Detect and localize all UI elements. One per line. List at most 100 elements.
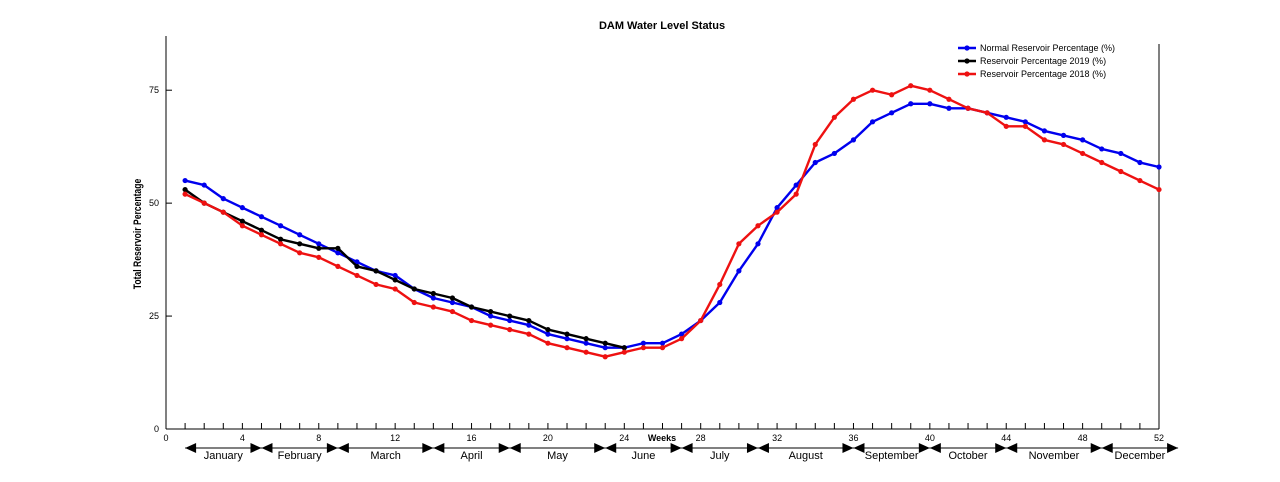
month-label: April bbox=[461, 450, 483, 462]
data-point bbox=[335, 263, 341, 269]
data-point bbox=[258, 214, 265, 220]
data-point bbox=[335, 250, 341, 256]
data-point bbox=[774, 209, 780, 215]
data-point bbox=[1022, 123, 1028, 129]
data-point bbox=[545, 331, 551, 337]
data-point bbox=[239, 205, 245, 211]
data-point bbox=[659, 345, 666, 351]
data-point bbox=[659, 340, 666, 346]
month-arrow-head bbox=[918, 443, 930, 453]
data-point bbox=[640, 340, 647, 346]
month-arrow-head bbox=[326, 443, 338, 453]
data-point bbox=[430, 304, 436, 310]
data-point bbox=[1003, 114, 1009, 120]
data-point bbox=[1022, 119, 1028, 125]
y-tick-label: 75 bbox=[149, 85, 159, 95]
data-point bbox=[354, 263, 360, 269]
data-point bbox=[526, 322, 532, 328]
x-tick-label: 32 bbox=[772, 433, 782, 443]
data-point bbox=[258, 227, 265, 233]
data-point bbox=[850, 137, 857, 143]
x-tick-label: 52 bbox=[1154, 433, 1164, 443]
data-point bbox=[564, 336, 570, 342]
month-markers: January February March April May June July Augu… bbox=[185, 443, 1179, 462]
data-point bbox=[583, 340, 589, 346]
data-point bbox=[908, 101, 914, 107]
month-label: November bbox=[1029, 450, 1080, 462]
data-point bbox=[564, 345, 570, 351]
month-arrow-head bbox=[422, 443, 434, 453]
series-3 bbox=[182, 83, 1162, 360]
data-point bbox=[201, 200, 207, 206]
data-point bbox=[736, 268, 742, 274]
data-point bbox=[335, 245, 341, 251]
month-arrow-head bbox=[1006, 443, 1018, 453]
x-tick-label: 12 bbox=[390, 433, 400, 443]
data-point bbox=[182, 177, 188, 184]
y-tick-label: 25 bbox=[149, 311, 159, 321]
data-point bbox=[927, 101, 933, 107]
data-point bbox=[354, 259, 360, 265]
month-arrow-head bbox=[433, 443, 445, 453]
data-point bbox=[717, 281, 723, 288]
data-point bbox=[468, 317, 475, 324]
month-arrow-head bbox=[498, 443, 510, 453]
data-point bbox=[182, 186, 188, 193]
data-point bbox=[755, 241, 761, 247]
month-arrow-head bbox=[594, 443, 606, 453]
data-point bbox=[239, 218, 245, 224]
legend-entry-label: Reservoir Percentage 2018 (%) bbox=[980, 69, 1106, 79]
data-point bbox=[258, 232, 265, 238]
x-tick-label: 44 bbox=[1001, 433, 1011, 443]
x-tick-label: 40 bbox=[925, 433, 935, 443]
month-arrow-head bbox=[929, 443, 941, 453]
data-point bbox=[717, 299, 723, 306]
series-2 bbox=[182, 186, 627, 351]
data-point bbox=[220, 196, 226, 202]
data-point bbox=[277, 223, 284, 229]
data-point bbox=[507, 313, 513, 319]
month-arrow-head bbox=[842, 443, 854, 453]
data-point bbox=[239, 223, 245, 229]
series-line bbox=[184, 188, 625, 349]
month-label: October bbox=[948, 450, 987, 462]
data-point bbox=[411, 299, 417, 306]
x-axis-ticks: 0 4 8 12 16 20 24 28 32 36 40 44 48 52 bbox=[163, 423, 1164, 443]
data-point bbox=[602, 340, 608, 346]
series-line bbox=[184, 84, 1160, 358]
data-point bbox=[526, 331, 532, 337]
month-label: January bbox=[204, 450, 244, 462]
x-tick-label: 8 bbox=[316, 433, 321, 443]
data-point bbox=[1137, 159, 1143, 166]
data-point bbox=[812, 141, 818, 148]
data-point bbox=[1080, 150, 1086, 157]
data-point bbox=[277, 236, 284, 242]
data-point bbox=[488, 322, 494, 328]
data-point bbox=[1041, 137, 1048, 143]
data-point bbox=[220, 209, 226, 215]
data-point bbox=[201, 182, 207, 188]
month-label: June bbox=[631, 450, 655, 462]
data-point bbox=[1118, 168, 1124, 175]
series-layer bbox=[182, 83, 1162, 360]
data-point bbox=[583, 336, 589, 342]
x-tick-label: 0 bbox=[163, 433, 168, 443]
data-point bbox=[297, 232, 303, 238]
legend: Normal Reservoir Percentage (%) Reservoir… bbox=[958, 43, 1115, 79]
data-point bbox=[373, 281, 379, 288]
data-point bbox=[831, 150, 837, 157]
data-point bbox=[602, 354, 608, 360]
data-point bbox=[850, 96, 857, 102]
month-label: August bbox=[789, 450, 823, 462]
y-tick-label: 0 bbox=[154, 424, 159, 434]
data-point bbox=[411, 286, 417, 292]
data-point bbox=[812, 159, 818, 166]
legend-swatch-marker bbox=[964, 45, 970, 51]
data-point bbox=[869, 87, 876, 93]
data-point bbox=[449, 299, 456, 306]
month-arrow-head bbox=[185, 443, 197, 453]
data-point bbox=[392, 286, 398, 292]
data-point bbox=[488, 313, 494, 319]
plot-axes bbox=[165, 36, 1160, 430]
